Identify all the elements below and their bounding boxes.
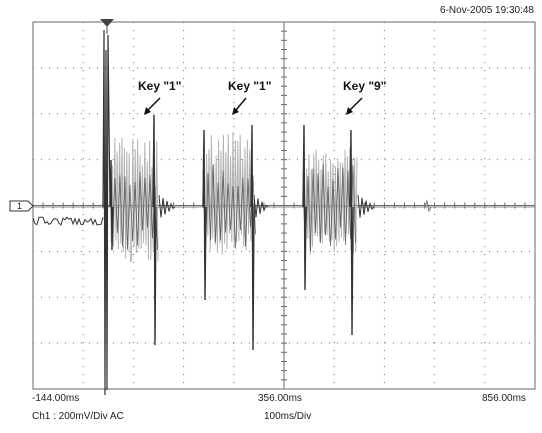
annotation-label: Key "9" [343,79,386,93]
waveform-trace [32,29,535,396]
annotation-key-1-first: Key "1" [138,79,181,115]
channel-settings: Ch1 : 200mV/Div AC [32,411,124,422]
channel-1-marker: 1 [9,200,34,212]
trigger-position-marker-icon [100,19,114,34]
time-axis-end: 856.00ms [482,393,526,404]
annotation-key-9: Key "9" [343,79,386,115]
annotation-label: Key "1" [228,79,271,93]
time-axis-start: -144.00ms [32,393,80,404]
timebase-setting: 100ms/Div [264,411,312,422]
annotation-label: Key "1" [138,79,181,93]
capture-timestamp: 6-Nov-2005 19:30:48 [440,5,534,16]
time-axis-mid: 356.00ms [258,393,302,404]
annotation-key-1-second: Key "1" [228,79,271,115]
channel-1-marker-label: 1 [17,201,22,211]
